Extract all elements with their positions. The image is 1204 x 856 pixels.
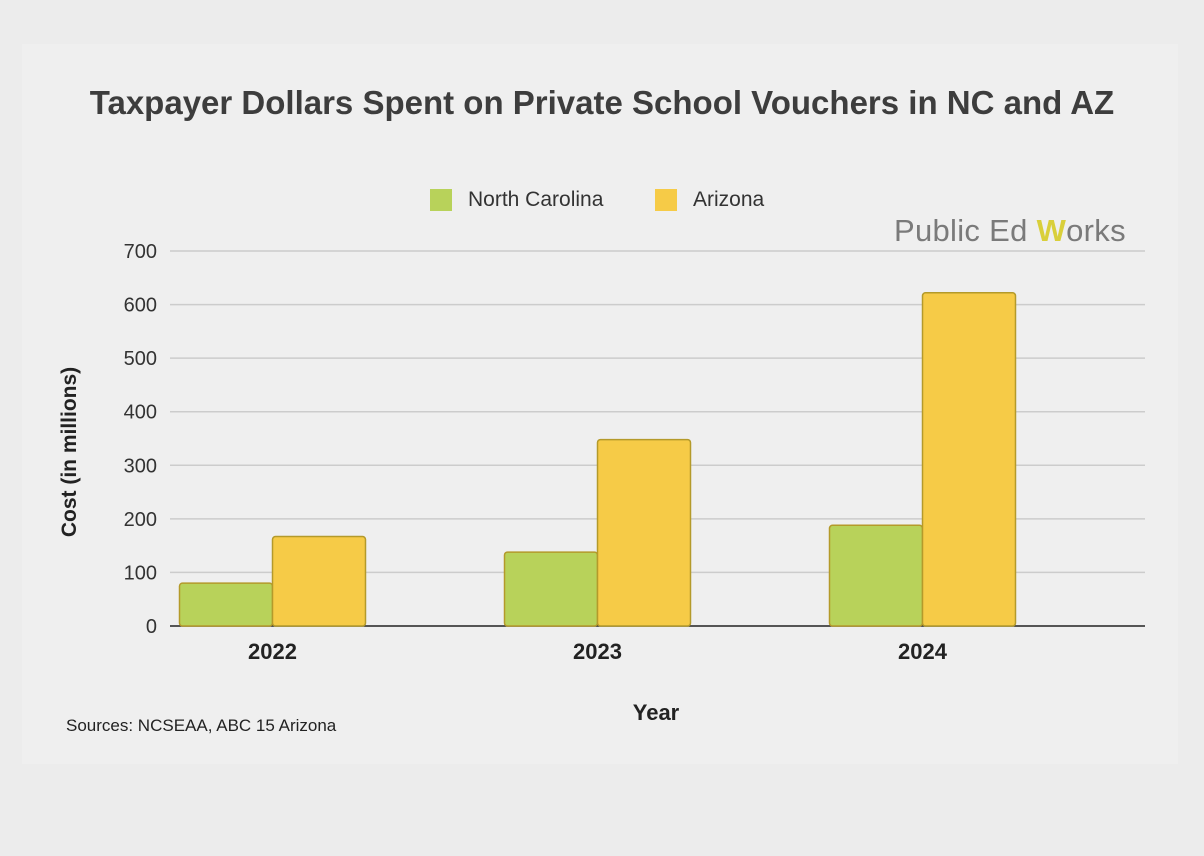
brand-text-end: orks [1066,213,1126,248]
legend-swatch-arizona [655,189,677,211]
brand-text-start: Public Ed [894,213,1037,248]
sources-note: Sources: NCSEAA, ABC 15 Arizona [66,716,337,735]
chart-card [22,44,1178,764]
brand-logo: Public Ed Works [894,213,1126,249]
legend-label-north-carolina: North Carolina [468,188,604,211]
chart-title: Taxpayer Dollars Spent on Private School… [89,84,1115,121]
legend-label-arizona: Arizona [693,188,765,211]
legend-item-arizona: Arizona [655,187,764,213]
brand-w-mark: W [1036,213,1067,248]
legend-swatch-north-carolina [430,189,452,211]
legend-item-north-carolina: North Carolina [430,187,603,213]
